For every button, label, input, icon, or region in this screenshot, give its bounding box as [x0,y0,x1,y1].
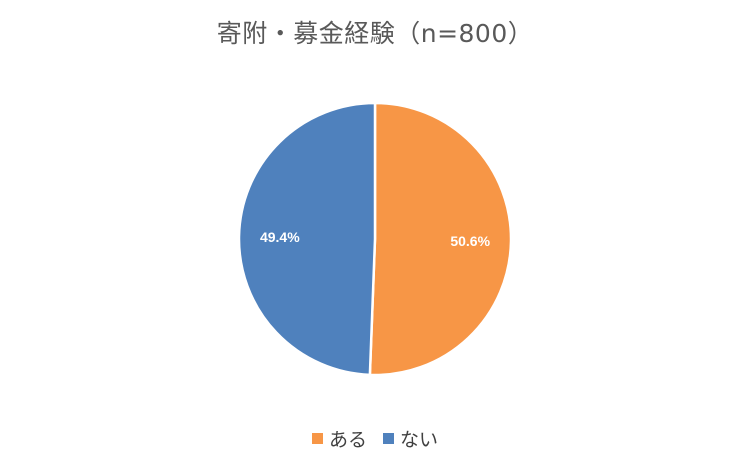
data-label-0: 50.6% [450,233,490,249]
chart-title: 寄附・募金経験（n=800） [216,19,534,48]
legend-item-nai: ない [383,425,438,452]
pie-slice-1 [237,101,377,377]
legend-label-aru: ある [328,429,367,451]
legend: ある ない [0,425,750,452]
data-label-1: 49.4% [260,229,300,245]
legend-item-aru: ある [311,425,367,452]
legend-swatch-aru [311,433,323,444]
legend-label-nai: ない [400,429,439,451]
legend-swatch-nai [383,433,394,444]
pie-slice-0 [368,101,513,377]
